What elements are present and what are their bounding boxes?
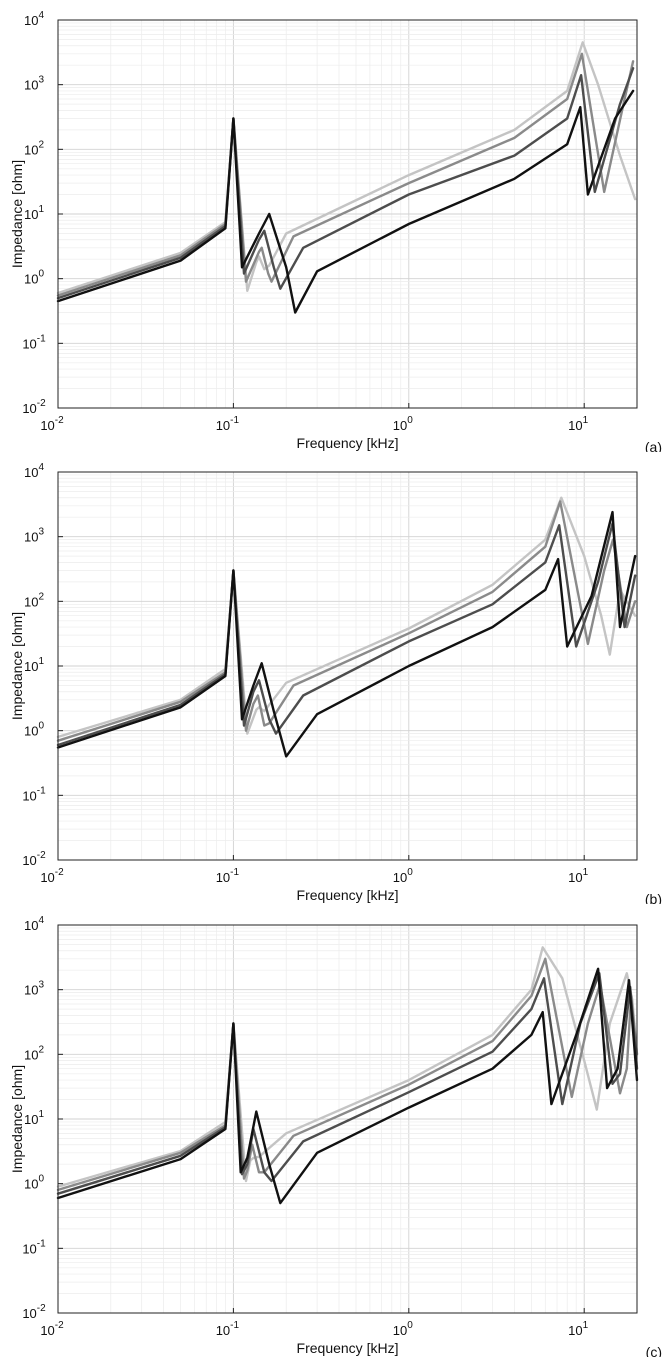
series-line-0 bbox=[56, 510, 637, 758]
y-tick-label: 102 bbox=[24, 139, 44, 157]
y-tick-label: 100 bbox=[24, 269, 44, 287]
y-tick-label: 103 bbox=[24, 75, 44, 93]
x-tick-label: 10-2 bbox=[40, 1320, 64, 1338]
y-tick-label: 104 bbox=[24, 462, 44, 480]
panel-label: (b) bbox=[645, 891, 662, 904]
y-tick-label: 101 bbox=[24, 1109, 44, 1127]
x-tick-label: 101 bbox=[568, 415, 588, 433]
y-tick-label: 10-1 bbox=[22, 1238, 46, 1256]
series-group bbox=[56, 496, 637, 758]
impedance-chart-0: 10-2 10-1 100 101 10-2 10-1 100 101 102 103 104 Fre… bbox=[9, 10, 662, 452]
y-axis-label: Impedance [ohm] bbox=[9, 612, 25, 720]
y-tick-label: 100 bbox=[24, 721, 44, 739]
x-tick-label: 101 bbox=[568, 867, 588, 885]
panel-label: (a) bbox=[645, 439, 662, 452]
y-tick-label: 102 bbox=[24, 1044, 44, 1062]
series-line-0 bbox=[56, 967, 639, 1205]
series-group bbox=[56, 41, 637, 314]
x-axis-label: Frequency [kHz] bbox=[297, 1340, 399, 1356]
y-axis-label: Impedance [ohm] bbox=[9, 160, 25, 268]
y-tick-label: 102 bbox=[24, 591, 44, 609]
y-tick-label: 10-1 bbox=[22, 333, 46, 351]
y-tick-label: 100 bbox=[24, 1174, 44, 1192]
x-tick-label: 10-1 bbox=[216, 415, 240, 433]
y-axis-label: Impedance [ohm] bbox=[9, 1065, 25, 1173]
grid bbox=[57, 924, 638, 1314]
y-tick-label: 10-1 bbox=[22, 785, 46, 803]
x-axis-label: Frequency [kHz] bbox=[297, 435, 399, 451]
series-line-0 bbox=[56, 89, 635, 314]
grid bbox=[57, 471, 638, 861]
x-tick-label: 101 bbox=[568, 1320, 588, 1338]
x-tick-label: 10-2 bbox=[40, 867, 64, 885]
y-tick-label: 101 bbox=[24, 204, 44, 222]
x-tick-label: 100 bbox=[393, 1320, 413, 1338]
impedance-chart-2: 10-2 10-1 100 101 10-2 10-1 100 101 102 103 104 Fre… bbox=[9, 915, 662, 1357]
y-tick-label: 103 bbox=[24, 980, 44, 998]
series-group bbox=[56, 946, 639, 1205]
x-tick-label: 100 bbox=[393, 415, 413, 433]
y-tick-label: 10-2 bbox=[22, 850, 46, 868]
x-tick-label: 10-1 bbox=[216, 867, 240, 885]
impedance-chart-1: 10-2 10-1 100 101 10-2 10-1 100 101 102 103 104 Fre… bbox=[9, 462, 662, 904]
y-tick-label: 104 bbox=[24, 915, 44, 933]
x-tick-label: 10-2 bbox=[40, 415, 64, 433]
y-tick-label: 103 bbox=[24, 527, 44, 545]
y-tick-label: 101 bbox=[24, 656, 44, 674]
x-axis-label: Frequency [kHz] bbox=[297, 887, 399, 903]
x-tick-label: 100 bbox=[393, 867, 413, 885]
y-tick-label: 10-2 bbox=[22, 1303, 46, 1321]
y-tick-label: 104 bbox=[24, 10, 44, 28]
grid bbox=[57, 19, 638, 409]
x-tick-label: 10-1 bbox=[216, 1320, 240, 1338]
y-tick-label: 10-2 bbox=[22, 398, 46, 416]
panel-label: (c) bbox=[646, 1344, 662, 1357]
